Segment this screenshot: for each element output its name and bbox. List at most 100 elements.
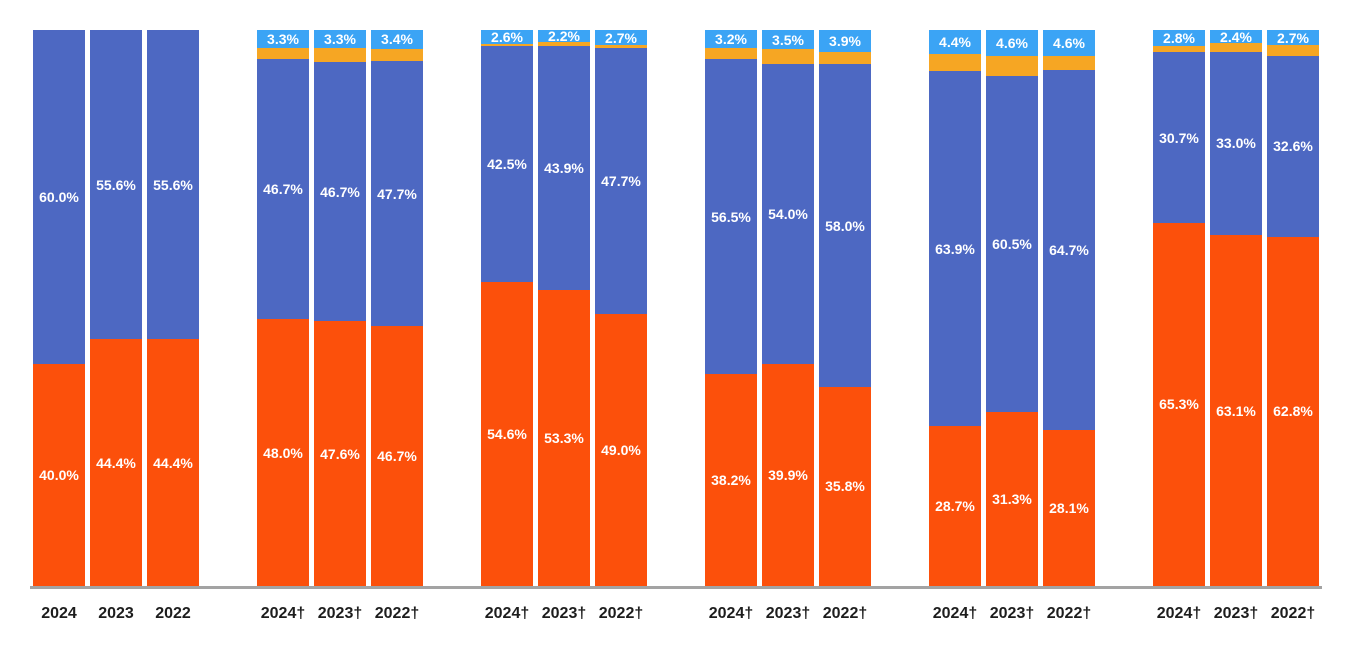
x-axis-label: 2023 xyxy=(98,605,134,622)
bar: 4.6% 60.5% 31.3% xyxy=(986,30,1038,586)
bar-segment-indigo: 47.7% xyxy=(371,61,423,327)
bar-segment-orange: 31.3% xyxy=(986,411,1038,586)
segment-value-label: 60.5% xyxy=(992,235,1032,252)
bar-segment-indigo: 63.9% xyxy=(929,71,981,427)
segment-value-label: 2.7% xyxy=(1277,29,1309,46)
bar-segment-orange: 49.0% xyxy=(595,313,647,586)
bar-segment-indigo: 32.6% xyxy=(1267,55,1319,237)
segment-value-label: 3.4% xyxy=(381,31,413,48)
bar: 2.8% 30.7% 65.3% xyxy=(1153,30,1205,586)
bar-segment-sky: 4.4% xyxy=(929,30,981,55)
x-axis-label: 2023† xyxy=(1213,605,1259,622)
segment-value-label: 38.2% xyxy=(711,471,751,488)
bar-segment-orange: 44.4% xyxy=(90,339,142,586)
bar-segment-indigo: 43.9% xyxy=(538,45,590,290)
bar-segment-amber xyxy=(1043,55,1095,71)
bar-segment-orange: 62.8% xyxy=(1267,236,1319,586)
segment-value-label: 3.2% xyxy=(715,30,747,47)
bar-segment-orange: 46.7% xyxy=(371,326,423,586)
segment-value-label: 65.3% xyxy=(1159,396,1199,413)
segment-value-label: 47.7% xyxy=(601,172,641,189)
segment-value-label: 3.5% xyxy=(772,31,804,48)
bar-segment-amber xyxy=(929,54,981,72)
segment-value-label: 55.6% xyxy=(153,176,193,193)
x-axis-label: 2023† xyxy=(541,605,587,622)
bar-segment-sky: 3.2% xyxy=(705,30,757,48)
x-axis-label: 2022† xyxy=(374,605,420,622)
bar-segment-orange: 28.1% xyxy=(1043,429,1095,586)
bar-segment-sky: 2.7% xyxy=(595,30,647,45)
bar-segment-sky: 2.4% xyxy=(1210,28,1262,45)
bar: 60.0% 40.0% xyxy=(33,30,85,586)
bar-segment-amber xyxy=(371,48,423,62)
segment-value-label: 40.0% xyxy=(39,466,79,483)
bar-segment-sky: 3.9% xyxy=(819,30,871,52)
segment-value-label: 35.8% xyxy=(825,478,865,495)
bar-segment-sky: 2.8% xyxy=(1153,30,1205,46)
segment-value-label: 55.6% xyxy=(96,176,136,193)
bar-segment-amber xyxy=(986,55,1038,76)
bar-segment-indigo: 60.0% xyxy=(33,30,85,364)
bar-segment-orange: 54.6% xyxy=(481,282,533,586)
bar-segment-amber xyxy=(1153,45,1205,53)
segment-value-label: 62.8% xyxy=(1273,403,1313,420)
segment-value-label: 4.4% xyxy=(939,34,971,51)
bar-segment-indigo: 55.6% xyxy=(147,30,199,340)
segment-value-label: 56.5% xyxy=(711,208,751,225)
bar-segment-indigo: 30.7% xyxy=(1153,52,1205,223)
x-axis-label: 2022† xyxy=(822,605,868,622)
x-axis-label: 2024 xyxy=(41,605,77,622)
segment-value-label: 47.7% xyxy=(377,185,417,202)
x-axis-label: 2024† xyxy=(260,605,306,622)
bar: 2.2% 43.9% 53.3% xyxy=(538,29,590,586)
segment-value-label: 4.6% xyxy=(1053,34,1085,51)
bar: 3.3% 46.7% 48.0% xyxy=(257,30,309,586)
segment-value-label: 28.1% xyxy=(1049,499,1089,516)
bar-segment-indigo: 42.5% xyxy=(481,46,533,283)
x-axis-label: 2024† xyxy=(708,605,754,622)
bar-segment-orange: 48.0% xyxy=(257,319,309,586)
segment-value-label: 44.4% xyxy=(153,454,193,471)
segment-value-label: 49.0% xyxy=(601,441,641,458)
x-axis-label: 2023† xyxy=(317,605,363,622)
segment-value-label: 2.4% xyxy=(1220,28,1252,45)
bar-segment-indigo: 58.0% xyxy=(819,64,871,387)
segment-value-label: 3.3% xyxy=(267,31,299,48)
segment-value-label: 54.6% xyxy=(487,426,527,443)
bar-segment-sky: 2.6% xyxy=(481,30,533,45)
bar-segment-indigo: 60.5% xyxy=(986,75,1038,412)
x-axis-label: 2024† xyxy=(1156,605,1202,622)
segment-value-label: 48.0% xyxy=(263,444,303,461)
segment-value-label: 46.7% xyxy=(263,181,303,198)
bar: 55.6% 44.4% xyxy=(90,30,142,586)
bar: 3.4% 47.7% 46.7% xyxy=(371,30,423,586)
bar-segment-indigo: 54.0% xyxy=(762,63,814,365)
x-axis-label: 2024† xyxy=(932,605,978,622)
bar-segment-indigo: 46.7% xyxy=(314,61,366,322)
bar-segment-amber xyxy=(1267,45,1319,56)
bar-segment-sky: 3.5% xyxy=(762,30,814,50)
x-axis-label: 2022† xyxy=(1046,605,1092,622)
x-axis-label: 2022† xyxy=(1270,605,1316,622)
bar-segment-indigo: 55.6% xyxy=(90,30,142,340)
bar-segment-amber xyxy=(538,42,590,46)
bar-segment-sky: 2.7% xyxy=(1267,30,1319,45)
bar: 4.6% 64.7% 28.1% xyxy=(1043,30,1095,586)
segment-value-label: 31.3% xyxy=(992,490,1032,507)
bar: 3.2% 56.5% 38.2% xyxy=(705,30,757,586)
segment-value-label: 32.6% xyxy=(1273,138,1313,155)
segment-value-label: 3.9% xyxy=(829,32,861,49)
segment-value-label: 46.7% xyxy=(320,183,360,200)
x-axis-label: 2023† xyxy=(765,605,811,622)
bar: 3.5% 54.0% 39.9% xyxy=(762,30,814,586)
segment-value-label: 30.7% xyxy=(1159,129,1199,146)
bar: 2.4% 33.0% 63.1% xyxy=(1210,30,1262,586)
segment-value-label: 4.6% xyxy=(996,34,1028,51)
x-axis-label: 2022† xyxy=(598,605,644,622)
bar-segment-sky: 4.6% xyxy=(1043,30,1095,56)
bar: 2.7% 32.6% 62.8% xyxy=(1267,30,1319,586)
bar-segment-amber xyxy=(705,47,757,60)
bar-segment-orange: 38.2% xyxy=(705,373,757,586)
bar-segment-sky: 3.3% xyxy=(314,30,366,49)
